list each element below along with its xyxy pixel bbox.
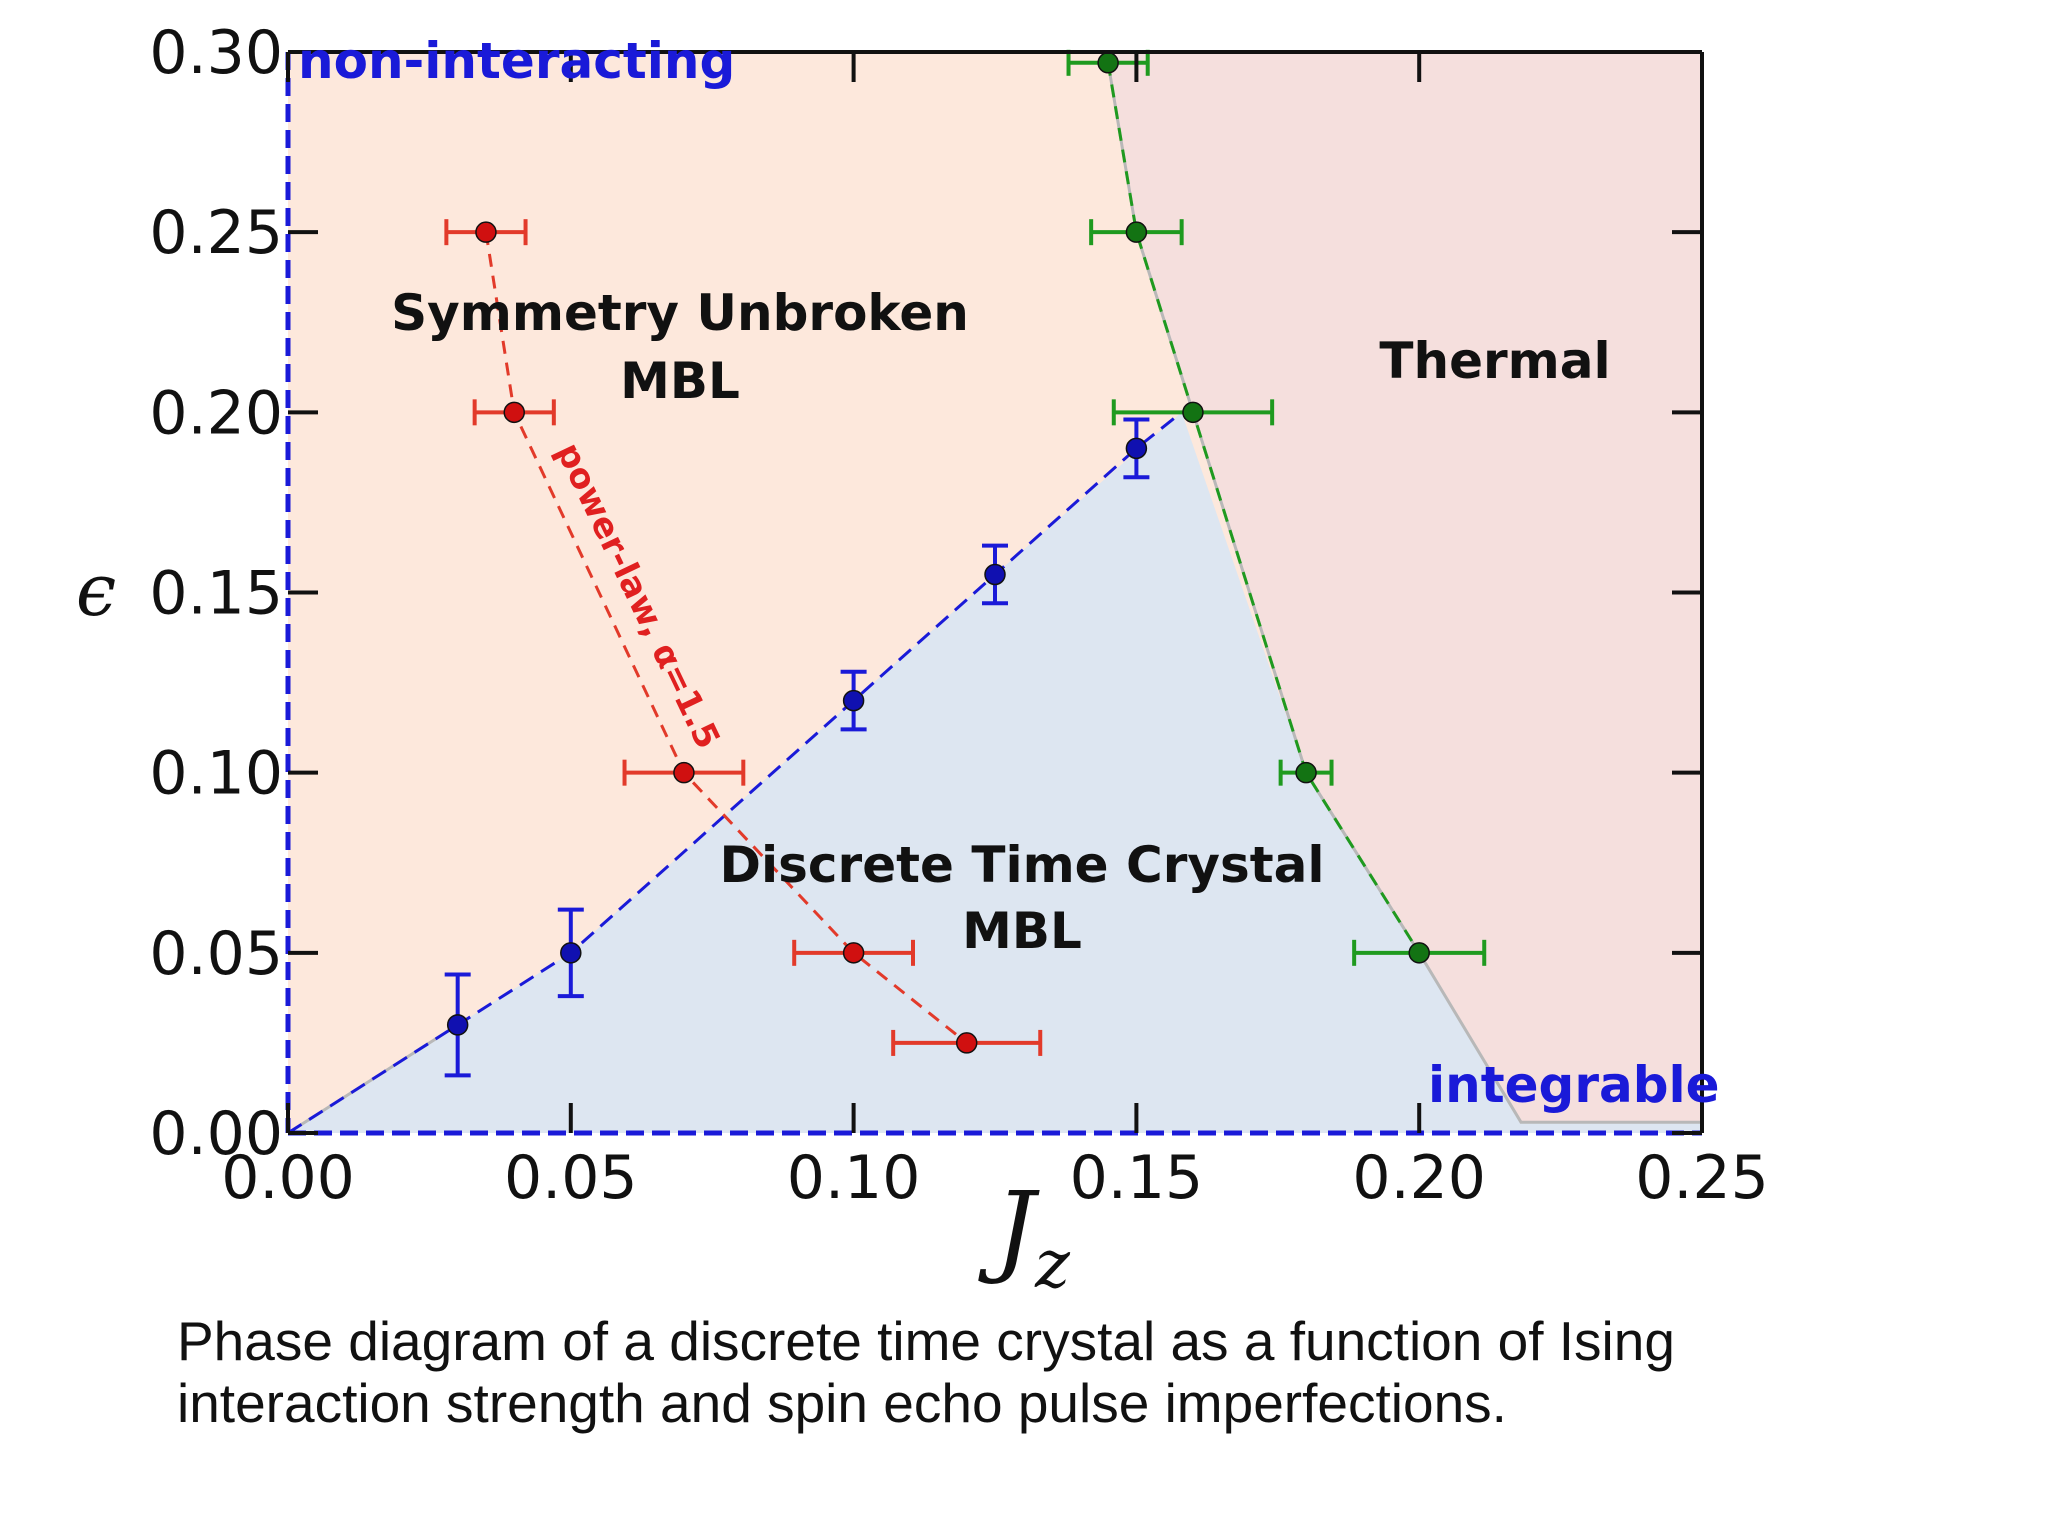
x-tick-label: 0.05	[504, 1143, 638, 1213]
y-tick-label: 0.30	[149, 18, 283, 88]
green-data-point	[1182, 401, 1204, 424]
figure-caption: Phase diagram of a discrete time crystal…	[177, 1310, 1675, 1434]
symmetry-unbroken-label: Symmetry Unbroken	[391, 284, 969, 342]
x-tick-label: 0.25	[1635, 1143, 1769, 1213]
green-data-point	[1125, 221, 1148, 243]
y-tick-label: 0.15	[149, 559, 283, 629]
x-axis-label-sub: z	[1034, 1226, 1071, 1300]
thermal-label: Thermal	[1379, 332, 1610, 390]
error-bars	[444, 49, 1487, 1078]
y-tick-label: 0.20	[149, 378, 283, 448]
thermal-region	[1108, 52, 1702, 1123]
red-data-point	[475, 221, 497, 243]
y-axis-label: ϵ	[76, 548, 116, 632]
non-interacting-label: non-interacting	[298, 32, 735, 90]
x-axis-label-main: J	[978, 1170, 1040, 1287]
x-tick-label: 0.00	[221, 1143, 355, 1213]
dtc-label: Discrete Time Crystal	[720, 836, 1325, 894]
y-tick-label: 0.00	[149, 1099, 283, 1169]
blue-data-point	[446, 1014, 469, 1036]
green-data-point	[1097, 52, 1119, 74]
red-data-point	[955, 1032, 978, 1054]
tick-labels: 0.00 0.05 0.10 0.15 0.20 0.25 0.00 0.05 0.10 0.15…	[149, 18, 1768, 1213]
x-tick-label: 0.15	[1070, 1143, 1204, 1213]
x-axis-label: Jz	[978, 1170, 1071, 1300]
axes	[285, 50, 1704, 1136]
dtc-region	[288, 412, 1702, 1133]
y-tick-label: 0.10	[149, 739, 283, 809]
blue-data-point	[1125, 437, 1148, 460]
phase-diagram-chart: 0.00 0.05 0.10 0.15 0.20 0.25 0.00 0.05 0.10 0.15…	[76, 18, 1769, 1300]
y-tick-label: 0.25	[149, 198, 283, 268]
dtc-mbl-label: MBL	[962, 902, 1082, 960]
symmetry-unbroken-mbl-label: MBL	[620, 352, 740, 410]
phase-regions	[287, 52, 1702, 1135]
y-tick-label: 0.05	[149, 919, 283, 989]
red-data-point	[842, 942, 865, 964]
x-tick-label: 0.10	[787, 1143, 921, 1213]
blue-data-point	[984, 563, 1006, 586]
data-points	[446, 52, 1430, 1054]
green-data-point	[1408, 942, 1430, 964]
blue-data-point	[560, 942, 582, 964]
red-data-point	[503, 401, 525, 424]
x-tick-label: 0.20	[1352, 1143, 1486, 1213]
green-data-point	[1295, 761, 1317, 784]
blue-data-point	[842, 689, 865, 712]
integrable-label: integrable	[1428, 1056, 1720, 1114]
red-data-point	[673, 761, 695, 784]
